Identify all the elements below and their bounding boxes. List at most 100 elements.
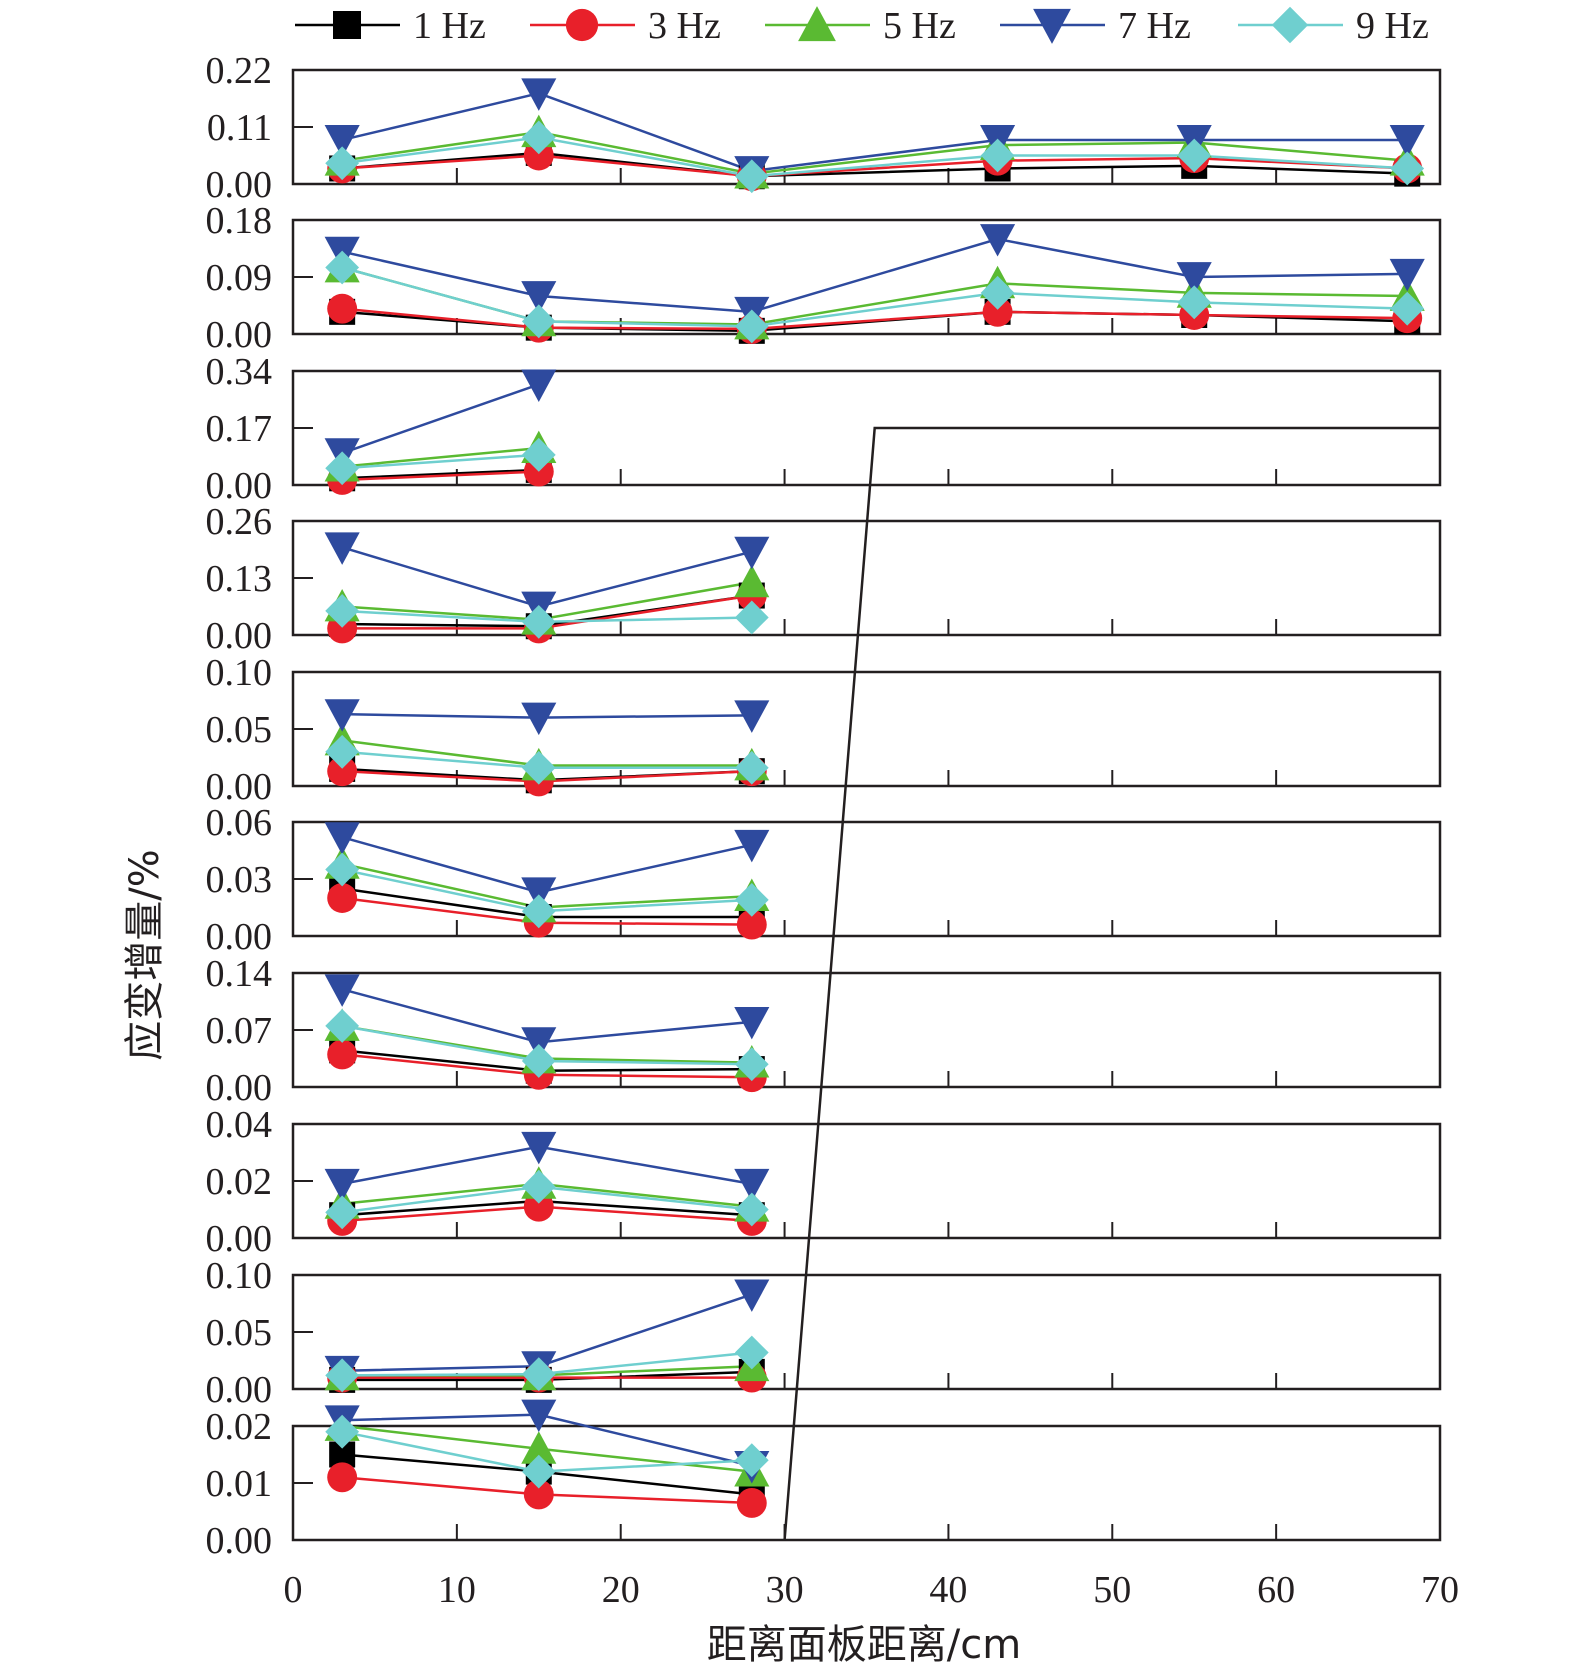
data-point bbox=[521, 702, 557, 736]
y-tick-label: 0.18 bbox=[206, 200, 273, 242]
annotation-line bbox=[783, 426, 1440, 1541]
data-point bbox=[523, 1479, 554, 1510]
data-point bbox=[324, 974, 360, 1007]
y-tick-label: 0.06 bbox=[206, 802, 273, 844]
data-point bbox=[521, 1454, 556, 1489]
data-point bbox=[521, 1357, 556, 1392]
legend-label: 5 Hz bbox=[883, 5, 956, 47]
legend-label: 1 Hz bbox=[413, 5, 486, 47]
data-point bbox=[325, 1414, 360, 1449]
data-point bbox=[521, 1399, 557, 1433]
panel: 0.00 0.09 0.18 bbox=[206, 200, 1442, 356]
data-point bbox=[734, 750, 769, 785]
data-point bbox=[325, 734, 360, 769]
panel: 0.00 0.13 0.26 bbox=[206, 501, 1442, 657]
y-tick-label: 0.10 bbox=[206, 1255, 273, 1297]
data-point bbox=[523, 140, 554, 171]
legend-item: 3 Hz bbox=[530, 5, 721, 47]
data-point bbox=[521, 1431, 557, 1464]
y-tick-label: 0.00 bbox=[206, 1520, 273, 1562]
data-point bbox=[1389, 258, 1425, 292]
y-tick-label: 0.11 bbox=[207, 107, 272, 149]
series-line bbox=[342, 453, 539, 470]
y-tick-label: 0.05 bbox=[206, 1312, 273, 1354]
x-tick-label: 70 bbox=[1421, 1569, 1459, 1611]
data-point bbox=[521, 369, 557, 402]
y-axis-label: 应变增量/% bbox=[122, 849, 168, 1060]
y-tick-label: 0.04 bbox=[206, 1104, 273, 1146]
legend-marker bbox=[798, 6, 836, 42]
data-point bbox=[324, 125, 360, 158]
x-tick-label: 20 bbox=[602, 1569, 640, 1611]
series-line bbox=[341, 237, 1408, 314]
data-point bbox=[327, 293, 358, 324]
data-point bbox=[521, 78, 557, 111]
data-point bbox=[523, 1191, 554, 1222]
data-point bbox=[734, 1443, 769, 1478]
legend-marker bbox=[1271, 6, 1309, 44]
legend-item: 7 Hz bbox=[1000, 5, 1191, 47]
legend-marker bbox=[1033, 8, 1071, 44]
legend-marker bbox=[565, 8, 599, 42]
data-point bbox=[734, 536, 770, 570]
y-tick-label: 0.02 bbox=[206, 1406, 273, 1448]
panel: 0.00 0.02 0.04 bbox=[206, 1104, 1442, 1260]
series-line bbox=[341, 266, 1408, 328]
data-point bbox=[736, 909, 767, 940]
data-point bbox=[521, 604, 556, 639]
data-point bbox=[982, 296, 1013, 327]
x-tick-label: 10 bbox=[438, 1569, 476, 1611]
y-tick-label: 0.07 bbox=[206, 1010, 273, 1052]
legend-item: 9 Hz bbox=[1238, 5, 1429, 47]
data-point bbox=[324, 1168, 360, 1202]
data-point bbox=[734, 1168, 770, 1202]
x-tick-label: 40 bbox=[929, 1569, 967, 1611]
y-tick-label: 0.00 bbox=[206, 615, 273, 657]
series-line bbox=[342, 151, 1408, 178]
data-point bbox=[327, 1039, 358, 1070]
y-tick-label: 0.17 bbox=[206, 408, 273, 450]
legend: 1 Hz 3 Hz 5 Hz 7 Hz 9 Hz bbox=[295, 5, 1429, 47]
data-point bbox=[521, 1027, 557, 1060]
data-point bbox=[325, 593, 360, 628]
y-tick-label: 0.34 bbox=[206, 351, 273, 393]
data-point bbox=[1389, 125, 1425, 158]
x-tick-label: 50 bbox=[1093, 1569, 1131, 1611]
panel-frame bbox=[291, 820, 1442, 938]
panel-frame bbox=[291, 971, 1442, 1089]
panel: 0.00 0.17 0.34 bbox=[206, 351, 1442, 507]
y-tick-label: 0.02 bbox=[206, 1161, 273, 1203]
data-point bbox=[734, 829, 770, 863]
x-axis: 0 10 20 30 40 50 60 70 bbox=[284, 1569, 1460, 1611]
series-line bbox=[341, 92, 1408, 173]
data-point bbox=[734, 700, 770, 733]
panel-frame bbox=[291, 1424, 1442, 1542]
panels: 0.000.110.220.000.090.180.000.170.340.00… bbox=[206, 50, 1442, 1562]
data-point bbox=[325, 146, 360, 181]
legend-label: 7 Hz bbox=[1118, 5, 1191, 47]
data-point bbox=[325, 1195, 360, 1230]
data-point bbox=[1390, 291, 1425, 326]
y-tick-label: 0.01 bbox=[206, 1463, 273, 1505]
y-tick-label: 0.03 bbox=[206, 859, 273, 901]
panel-frame bbox=[291, 1273, 1442, 1391]
data-point bbox=[980, 275, 1015, 310]
data-point bbox=[324, 822, 360, 855]
series-line bbox=[341, 130, 1408, 175]
data-point bbox=[734, 600, 769, 635]
series-line bbox=[342, 470, 539, 482]
data-point bbox=[521, 1044, 556, 1078]
y-tick-label: 0.00 bbox=[206, 1369, 273, 1411]
data-point bbox=[325, 451, 360, 486]
data-point bbox=[327, 756, 358, 787]
panel: 0.00 0.01 0.02 bbox=[206, 1399, 1442, 1562]
y-tick-label: 0.09 bbox=[206, 257, 273, 299]
data-point bbox=[734, 1335, 769, 1370]
data-point bbox=[521, 120, 556, 155]
panel: 0.00 0.07 0.14 bbox=[206, 953, 1442, 1109]
data-point bbox=[521, 437, 556, 472]
panel-frame bbox=[291, 1122, 1442, 1240]
data-point bbox=[736, 1488, 767, 1518]
annotation-line-group bbox=[783, 426, 1440, 1541]
